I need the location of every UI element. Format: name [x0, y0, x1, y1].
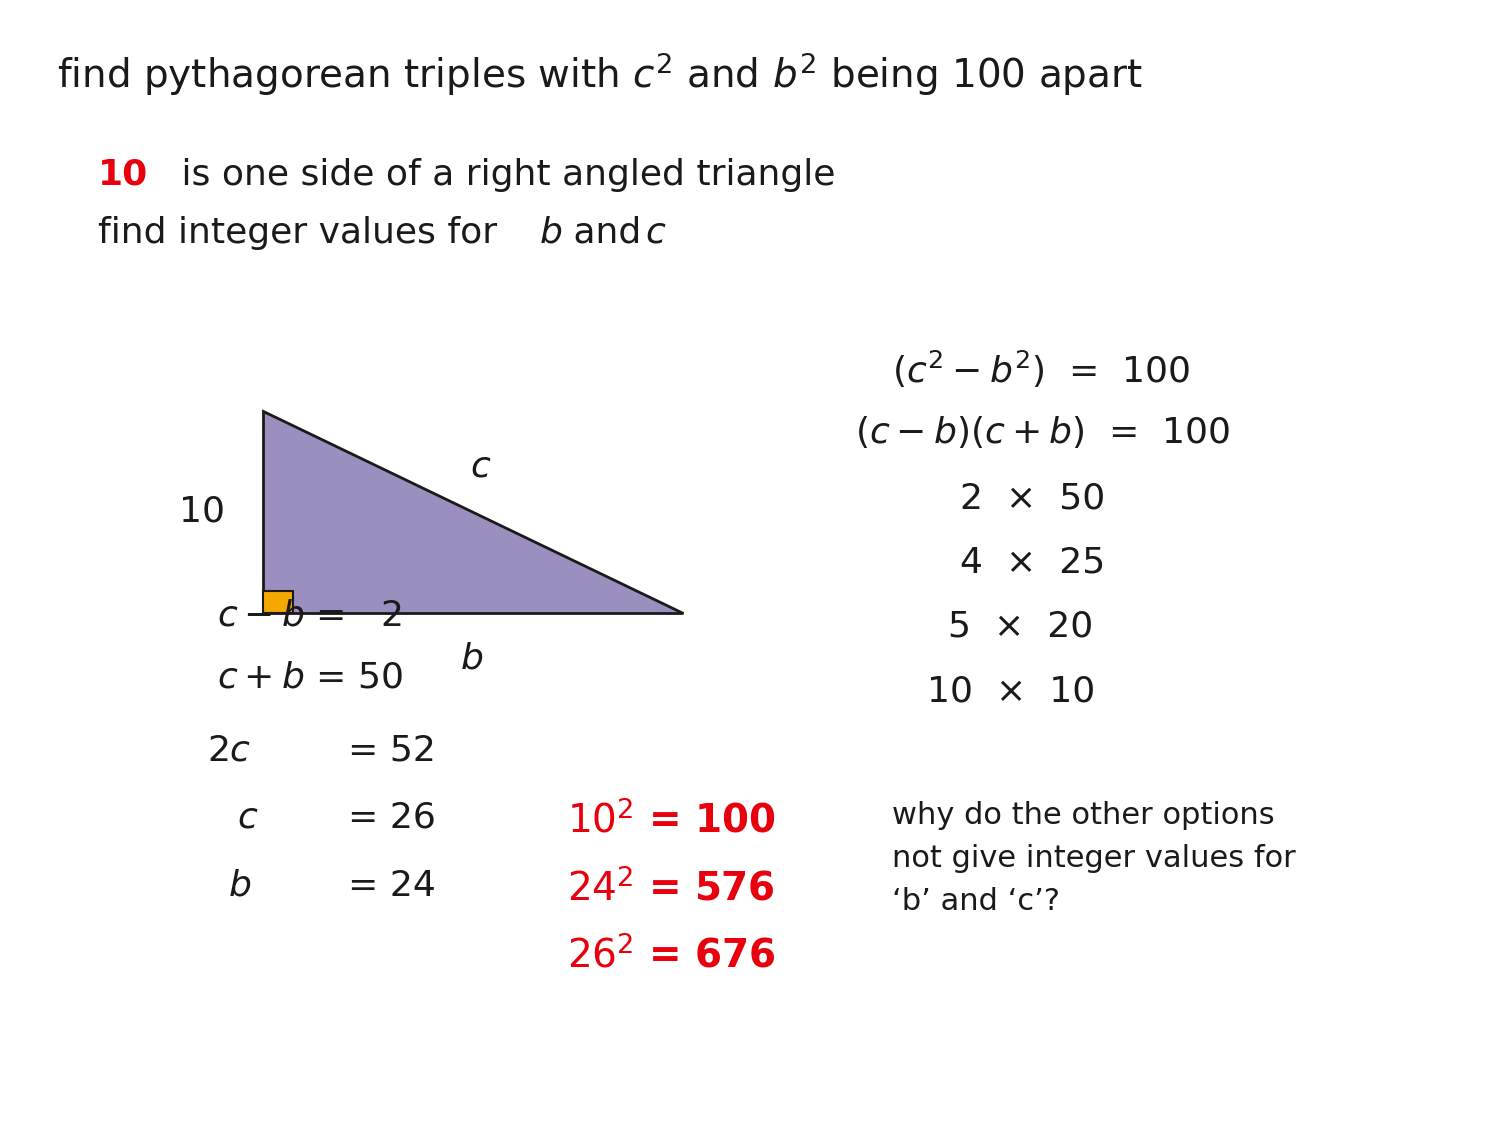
Text: 5  ×  20: 5 × 20 — [948, 610, 1094, 643]
Text: $c$: $c$ — [237, 801, 258, 835]
Bar — [262, 591, 292, 613]
Text: find integer values for: find integer values for — [98, 216, 509, 250]
Polygon shape — [262, 411, 682, 613]
Text: is one side of a right angled triangle: is one side of a right angled triangle — [170, 158, 836, 191]
Text: b: b — [540, 216, 562, 250]
Text: 4  ×  25: 4 × 25 — [960, 546, 1106, 579]
Text: b: b — [460, 641, 484, 675]
Text: c: c — [470, 450, 490, 484]
Text: $(c^2 - b^2)$  =  100: $(c^2 - b^2)$ = 100 — [892, 349, 1191, 390]
Text: = 26: = 26 — [348, 801, 436, 835]
Text: 10  ×  10: 10 × 10 — [927, 675, 1095, 709]
Text: $26^2$ = 676: $26^2$ = 676 — [567, 936, 776, 975]
Text: $c - b$ =   2: $c - b$ = 2 — [217, 598, 402, 632]
Text: $24^2$ = 576: $24^2$ = 576 — [567, 868, 774, 908]
Text: = 24: = 24 — [348, 868, 436, 902]
Text: and: and — [562, 216, 654, 250]
Text: c: c — [645, 216, 664, 250]
Text: $b$: $b$ — [228, 868, 251, 902]
Text: $10^2$ = 100: $10^2$ = 100 — [567, 801, 776, 840]
Text: = 52: = 52 — [348, 734, 436, 767]
Text: why do the other options
not give integer values for
‘b’ and ‘c’?: why do the other options not give intege… — [892, 801, 1296, 916]
Text: 10: 10 — [178, 495, 225, 529]
Text: 2$c$: 2$c$ — [207, 734, 252, 767]
Text: $c + b$ = 50: $c + b$ = 50 — [217, 660, 404, 694]
Text: $(c - b)(c + b)$  =  100: $(c - b)(c + b)$ = 100 — [855, 414, 1230, 450]
Text: find pythagorean triples with $c^2$ and $b^2$ being 100 apart: find pythagorean triples with $c^2$ and … — [57, 51, 1143, 98]
Text: 10: 10 — [98, 158, 147, 191]
Text: 2  ×  50: 2 × 50 — [960, 482, 1106, 515]
